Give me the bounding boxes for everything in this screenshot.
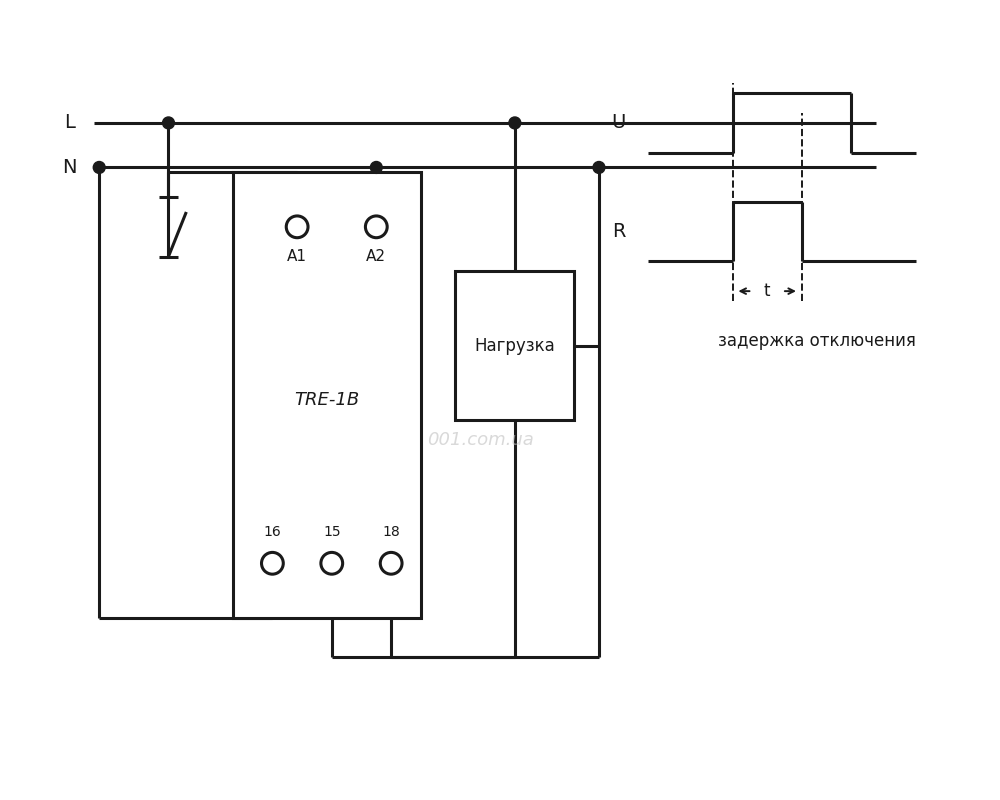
Circle shape <box>286 216 308 238</box>
Circle shape <box>593 162 605 174</box>
Circle shape <box>262 552 283 574</box>
Circle shape <box>509 117 521 129</box>
Text: задержка отключения: задержка отключения <box>718 332 916 350</box>
Bar <box>455 271 574 420</box>
Circle shape <box>163 117 174 129</box>
Text: L: L <box>64 114 75 133</box>
Text: 15: 15 <box>323 525 341 538</box>
Text: 16: 16 <box>264 525 281 538</box>
Circle shape <box>380 552 402 574</box>
Circle shape <box>365 216 387 238</box>
Text: Нагрузка: Нагрузка <box>474 337 555 354</box>
Text: 001.com.ua: 001.com.ua <box>427 430 534 449</box>
Circle shape <box>321 552 343 574</box>
Text: N: N <box>62 158 77 177</box>
Text: t: t <box>764 282 770 300</box>
Text: A1: A1 <box>287 249 307 263</box>
Text: 18: 18 <box>382 525 400 538</box>
Circle shape <box>93 162 105 174</box>
Text: A2: A2 <box>366 249 386 263</box>
Text: U: U <box>612 114 626 133</box>
Bar <box>233 172 421 618</box>
Text: R: R <box>612 222 626 242</box>
Circle shape <box>370 162 382 174</box>
Text: TRE-1B: TRE-1B <box>294 391 359 409</box>
